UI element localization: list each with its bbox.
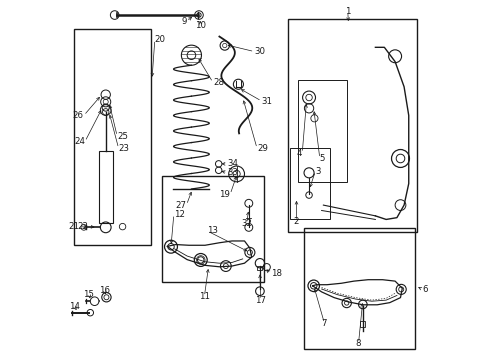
Text: 17: 17: [255, 296, 265, 305]
Bar: [298, 80, 346, 182]
Circle shape: [90, 297, 99, 306]
Text: 26: 26: [73, 111, 83, 120]
Text: 18: 18: [270, 269, 281, 278]
Text: 9: 9: [181, 17, 186, 26]
Text: 23: 23: [119, 144, 129, 153]
Text: 11: 11: [199, 292, 209, 301]
Text: 7: 7: [321, 319, 326, 328]
Text: 5: 5: [319, 154, 325, 163]
Text: 2: 2: [293, 217, 299, 226]
Text: 21: 21: [68, 222, 80, 231]
Text: 13: 13: [207, 226, 218, 235]
Bar: [257, 266, 262, 270]
Text: 19: 19: [219, 190, 230, 199]
Text: 10: 10: [195, 21, 206, 30]
Text: 30: 30: [254, 47, 265, 56]
Bar: [99, 151, 113, 223]
Bar: [303, 228, 414, 348]
Text: 27: 27: [175, 201, 186, 210]
Text: 8: 8: [355, 339, 361, 348]
Text: 31: 31: [261, 96, 272, 105]
Text: 14: 14: [69, 302, 80, 311]
Text: 3: 3: [315, 167, 320, 176]
Text: 15: 15: [83, 289, 94, 298]
Bar: [290, 148, 329, 220]
Text: 1: 1: [345, 7, 350, 16]
Text: 6: 6: [422, 285, 427, 294]
Text: 12: 12: [174, 210, 184, 219]
Text: 29: 29: [257, 144, 267, 153]
Bar: [74, 30, 151, 244]
Text: 24: 24: [74, 137, 85, 146]
Bar: [287, 19, 416, 232]
Text: 32: 32: [241, 219, 252, 228]
Text: 33: 33: [227, 168, 238, 177]
Text: 16: 16: [99, 286, 110, 295]
Text: 25: 25: [117, 132, 128, 141]
Text: 4: 4: [296, 149, 302, 158]
Bar: [360, 320, 365, 327]
Bar: [162, 176, 264, 282]
Text: 22: 22: [77, 222, 88, 231]
Text: 28: 28: [212, 78, 224, 87]
Text: 34: 34: [227, 159, 238, 168]
Text: 20: 20: [155, 35, 165, 44]
